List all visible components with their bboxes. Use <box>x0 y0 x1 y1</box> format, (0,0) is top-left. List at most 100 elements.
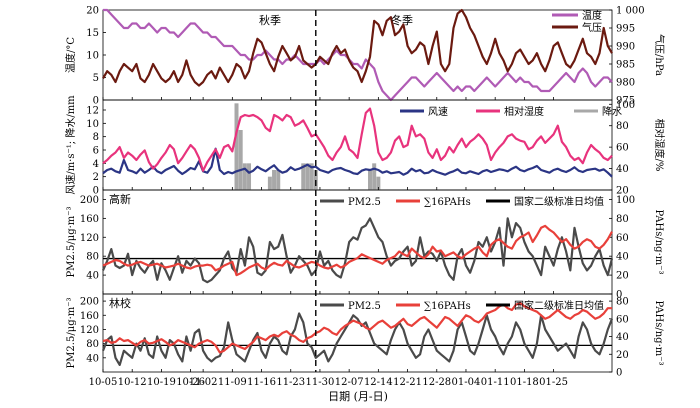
bar-precipitation <box>309 163 314 190</box>
y-tick-label-right: 990 <box>616 42 635 53</box>
bar-precipitation <box>376 176 381 190</box>
season-label-autumn: 秋季 <box>259 13 281 27</box>
series-line-风速 <box>102 147 613 178</box>
legend: PM2.5 ∑16PAHs 国家二级标准日均值 <box>320 195 604 208</box>
y-tick-label-right: 40 <box>616 164 629 175</box>
legend-label: 风速 <box>428 106 448 118</box>
x-tick-label: 01-04 <box>452 377 481 388</box>
y-tick-label-right: 80 <box>616 121 629 132</box>
series-line-相对湿度 <box>102 107 613 172</box>
bar-precipitation <box>238 130 243 190</box>
y-tick-label-right: 100 <box>616 195 635 206</box>
series-line-∑16PAHs <box>102 301 612 354</box>
panel-linxiao: 40 80 120 160 200 0 20 40 60 80 PM2.5/μg·m⁻³ PAHs/n… <box>66 293 664 379</box>
series-line-温度 <box>103 8 613 102</box>
y-tick-label-right: 985 <box>616 60 635 71</box>
y-tick-label-right: 20 <box>616 271 629 282</box>
y-tick-label-left: 15 <box>86 28 99 39</box>
y-tick-label-left: 200 <box>80 297 99 308</box>
y-tick-label-left: 8 <box>93 132 99 143</box>
bar-precipitation <box>276 170 281 190</box>
series-line-气压 <box>102 8 613 87</box>
legend-label: 降水 <box>602 105 622 118</box>
x-tick-label: 11-23 <box>276 377 305 388</box>
y-tick-label-left: 6 <box>93 146 99 157</box>
y-tick-label-left: 2 <box>93 172 99 183</box>
legend-label: 温度 <box>582 9 602 22</box>
site-label: 林校 <box>109 296 131 310</box>
y-tick-label-right: 80 <box>616 214 629 225</box>
x-tick-label: 12-28 <box>422 377 451 388</box>
y-tick-label-left: 4 <box>93 159 99 170</box>
legend-label: PM2.5 <box>348 197 381 208</box>
bar-precipitation <box>272 170 277 190</box>
bar-precipitation <box>305 163 310 190</box>
y-tick-label-left: 40 <box>86 353 99 364</box>
legend: 风速 相对湿度 降水 <box>400 105 622 118</box>
legend-label: 相对湿度 <box>504 105 544 118</box>
y-tick-label-left: 12 <box>86 106 99 117</box>
x-tick-label: 11-09 <box>218 377 247 388</box>
x-tick-label: 11-16 <box>247 377 276 388</box>
y-tick-label-left: 120 <box>80 233 99 244</box>
site-label: 高新 <box>109 192 131 206</box>
x-tick-label: 10-26 <box>176 377 205 388</box>
y-tick-label-left: 0 <box>93 96 99 107</box>
bar-precipitation <box>368 170 373 190</box>
series-line-∑16PAHs <box>102 224 613 277</box>
y-tick-label-left: 40 <box>86 271 99 282</box>
y-tick-label-right: 0 <box>616 368 622 379</box>
bar-precipitation <box>301 163 306 190</box>
y-tick-label-left: 20 <box>86 6 99 17</box>
x-axis-label: 日期 (月-日) <box>328 390 388 403</box>
y-tick-label-left: 80 <box>86 252 99 263</box>
bar-precipitation <box>242 163 247 190</box>
y-tick-label-right: 975 <box>616 96 635 107</box>
bar-precipitation <box>247 163 252 190</box>
panel-meteo1: 0 5 10 15 20 975 980 985 990 995 1 000 温度/°C 气压/hPa 温… <box>64 6 666 107</box>
y-tick-label-left: 5 <box>93 73 99 84</box>
y-tick-label-left: 200 <box>80 195 99 206</box>
y-axis-label-left: PM2.5/μg·m⁻³ <box>66 297 77 368</box>
x-tick-label: 11-02 <box>189 377 218 388</box>
y-axis-label-left: 温度/°C <box>64 37 77 73</box>
y-tick-label-left: 10 <box>86 119 99 130</box>
y-tick-label-left: 0 <box>93 186 99 197</box>
series-line-PM2.5 <box>101 217 614 284</box>
x-tick-label: 11-30 <box>306 377 335 388</box>
bar-precipitation <box>372 163 377 190</box>
panel-meteo2: 0 2 4 6 8 10 12 20 40 60 80 100 风速/m·s⁻¹; 降水/mm 相对湿度/… <box>64 95 666 197</box>
plot-frame <box>102 293 613 373</box>
x-tick-label: 01-18 <box>510 377 539 388</box>
x-tick-label: 01-11 <box>481 377 510 388</box>
x-tick-label: 10-05 <box>89 377 118 388</box>
legend-label: PM2.5 <box>348 301 381 312</box>
y-axis-label-right: PAHs/ng·m⁻³ <box>653 300 664 365</box>
y-tick-label-right: 100 <box>616 100 635 111</box>
y-axis-label-right: PAHs/ng·m⁻³ <box>653 209 664 274</box>
y-tick-label-right: 40 <box>616 332 629 343</box>
y-tick-label-right: 0 <box>616 290 622 301</box>
y-tick-label-right: 20 <box>616 350 629 361</box>
y-axis-label-left: PM2.5/μg·m⁻³ <box>66 206 77 277</box>
x-tick-label: 01-25 <box>539 377 568 388</box>
bar-precipitation <box>267 176 272 190</box>
y-tick-label-right: 20 <box>616 186 629 197</box>
y-tick-label-right: 980 <box>616 78 635 89</box>
y-tick-label-right: 60 <box>616 143 629 154</box>
legend: PM2.5 ∑16PAHs 国家二级标准日均值 <box>320 299 604 312</box>
x-tick-label: 10-12 <box>118 377 147 388</box>
x-tick-label: 10-19 <box>147 377 176 388</box>
legend-label: ∑16PAHs <box>424 197 471 208</box>
y-axis-label-right: 相对湿度/% <box>653 119 666 172</box>
y-axis-label-right: 气压/hPa <box>653 34 666 76</box>
y-tick-label-right: 1 000 <box>616 6 645 17</box>
y-tick-label-left: 10 <box>86 51 99 62</box>
y-tick-label-right: 80 <box>616 297 629 308</box>
y-tick-label-right: 995 <box>616 24 635 35</box>
